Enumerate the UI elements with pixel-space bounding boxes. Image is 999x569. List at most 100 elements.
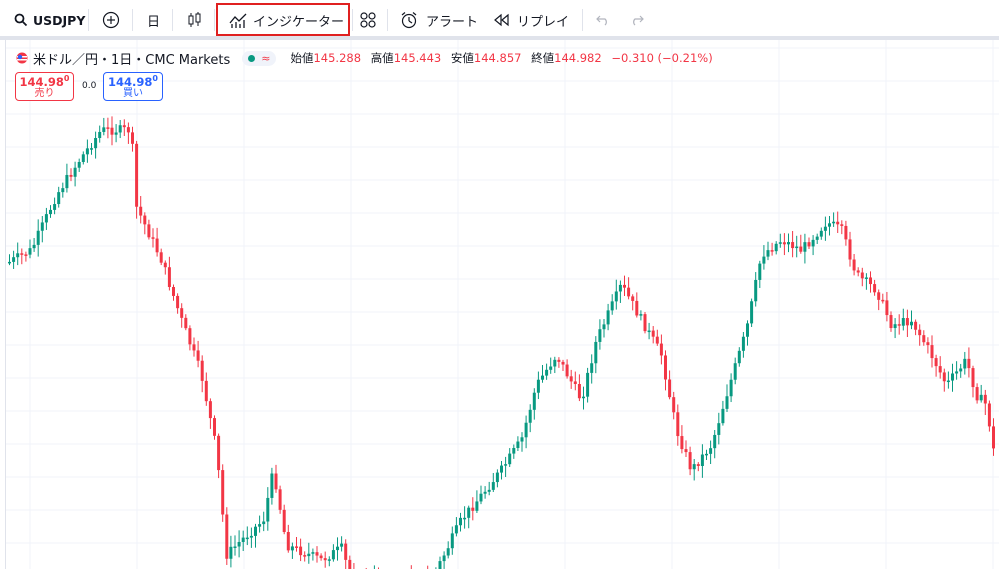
candle-body [81,154,85,162]
candle-body [274,473,278,490]
candle-body [573,381,577,385]
candle-body [319,555,323,559]
toolbar-divider [214,9,215,31]
candle-body [348,559,352,569]
candle-body [823,226,827,231]
candle-body [729,379,733,397]
alert-label: アラート [426,14,479,30]
candle-body [204,380,208,402]
candle-body [946,380,950,383]
candle-body [229,546,233,559]
candle-body [8,261,11,264]
candle-body [627,287,631,297]
symbol-search-button[interactable]: USDJPY [14,0,85,40]
replay-button[interactable]: リプレイ [494,0,569,40]
candle-body [471,507,475,511]
candle-body [959,368,963,372]
high-value: 145.443 [393,51,442,65]
candle-body [20,253,24,255]
candle-body [487,489,491,492]
candlestick-chart[interactable] [0,40,999,569]
candle-body [192,344,196,351]
candle-body [77,161,81,168]
candle-body [561,361,565,365]
symbol-label: USDJPY [33,12,86,28]
candle-body [971,368,975,388]
candle-body [860,272,864,279]
candle-body [258,524,262,527]
candle-body [893,324,897,329]
candle-body [65,174,69,189]
candle-body [315,552,319,556]
candle-body [852,259,856,271]
candle-body [53,204,57,210]
candle-body [778,242,782,244]
candle-body [639,314,643,316]
open-value: 145.288 [313,51,362,65]
toolbar-divider [582,9,583,31]
candle-body [520,437,524,442]
candle-body [118,125,122,133]
candle-body [713,434,717,449]
high-label: 高値 [370,51,394,65]
buy-price: 144.980 [108,74,158,89]
candle-body [286,532,290,551]
candle-body [594,341,598,364]
redo-button[interactable] [630,0,644,40]
indicators-button[interactable]: インジケーター [229,0,344,40]
candle-body [290,546,294,551]
candle-body [844,225,848,240]
templates-button[interactable] [360,0,376,40]
rewind-icon [494,13,509,27]
candle-body [254,526,257,536]
candle-body [163,262,167,268]
wave-icon: ≈ [261,51,271,65]
candle-body [979,394,983,401]
interval-button[interactable]: 日 [147,0,160,40]
chart-type-button[interactable] [186,0,204,40]
undo-button[interactable] [596,0,610,40]
toolbar-divider [88,9,89,31]
candle-body [131,132,134,144]
candle-body [770,250,774,252]
sell-price: 144.980 [19,74,70,89]
candle-body [635,300,639,316]
candle-body [12,257,16,262]
candle-body [750,301,754,324]
close-value: 144.982 [554,51,602,65]
top-toolbar: USDJPY 日 インジケーター アラート リプレイ [0,0,999,40]
candle-body [963,358,967,369]
candle-body [200,360,204,381]
candle-body [610,301,614,311]
candle-body [836,221,840,225]
candle-body [647,330,651,333]
change-value: −0.310 (−0.21%) [611,51,713,65]
candle-body [922,335,926,343]
market-status-pill[interactable]: ≈ [242,50,277,66]
sell-button[interactable]: 144.980 売り [15,72,74,101]
candle-body [196,350,200,361]
candle-body [479,493,483,502]
candle-body [659,343,663,356]
candle-body [139,206,143,216]
candle-body [69,174,73,177]
candle-body [483,491,487,494]
candle-body [754,279,758,302]
candle-body [266,497,270,522]
candle-body [32,244,36,249]
candle-body [717,423,721,435]
alert-button[interactable]: アラート [400,0,478,40]
candle-body [983,394,987,404]
candle-body [733,363,737,380]
candle-body [598,329,602,342]
candle-body [631,296,635,301]
candle-body [848,239,852,260]
indicators-label: インジケーター [253,14,345,30]
candle-body [524,422,528,438]
candle-body [463,517,467,520]
compare-symbol-button[interactable] [102,0,120,40]
candle-body [102,127,106,132]
buy-button[interactable]: 144.980 買い [103,72,163,101]
candle-body [336,546,339,551]
candle-body [446,548,450,556]
